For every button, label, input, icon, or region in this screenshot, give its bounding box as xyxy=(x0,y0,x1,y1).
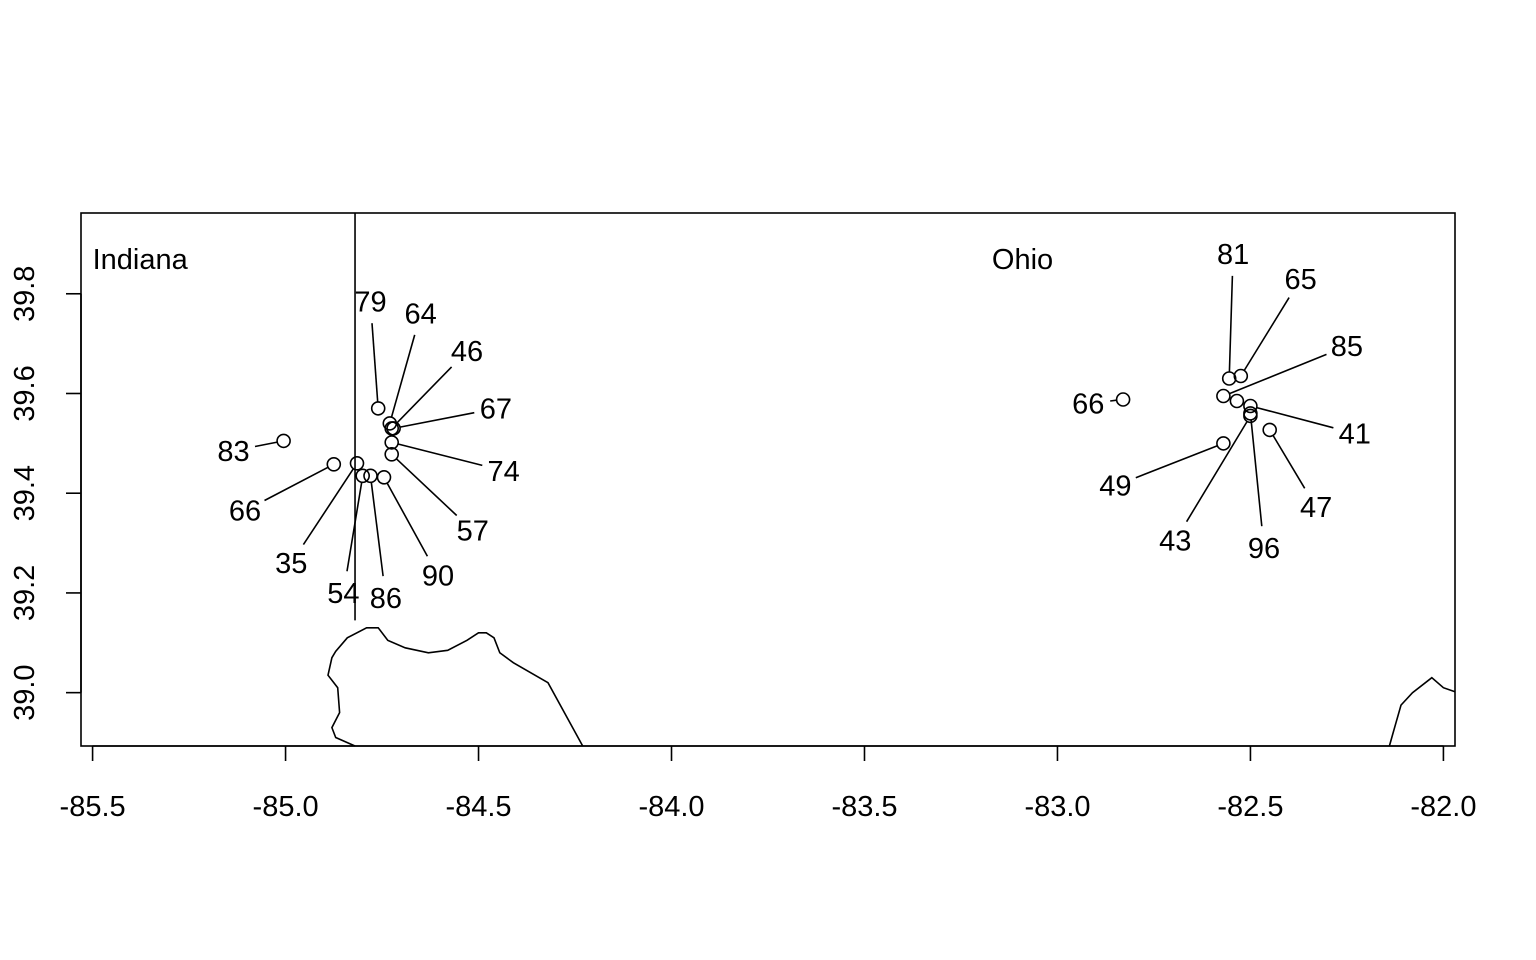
x-tick-label: -83.5 xyxy=(831,791,897,823)
leader-line xyxy=(1256,406,1334,429)
y-tick-label: 39.8 xyxy=(9,266,41,322)
x-tick-label: -82.5 xyxy=(1217,791,1283,823)
boundary-outline xyxy=(1388,676,1456,747)
x-tick-label: -85.5 xyxy=(60,791,126,823)
point-label: 66 xyxy=(229,496,261,528)
point-label: 49 xyxy=(1099,471,1131,503)
data-point xyxy=(384,446,400,462)
x-axis: -85.5 -85.0 -84.5 -84.0 -83.5 -83.0 -82.5 -82.0 xyxy=(60,745,1476,823)
data-point xyxy=(326,456,342,472)
x-tick-label: -85.0 xyxy=(253,791,319,823)
y-axis: 39.0 39.2 39.4 39.6 39.8 xyxy=(9,266,82,721)
data-point xyxy=(349,455,365,471)
leader-line xyxy=(346,482,363,572)
point-label: 74 xyxy=(487,456,519,488)
data-point xyxy=(1216,388,1231,404)
point-label: 46 xyxy=(451,336,483,368)
data-point xyxy=(355,468,371,484)
data-point xyxy=(1243,408,1258,424)
point-label: 83 xyxy=(217,436,249,468)
leader-line xyxy=(390,334,416,418)
data-point xyxy=(1262,422,1277,438)
point-label: 90 xyxy=(422,561,454,593)
data-point xyxy=(1115,392,1131,407)
data-point xyxy=(276,433,291,449)
leader-line xyxy=(399,411,475,428)
point-label: 81 xyxy=(1217,239,1249,271)
data-points xyxy=(276,368,1277,485)
x-tick-label: -84.5 xyxy=(445,791,511,823)
leader-line xyxy=(254,441,278,448)
data-point xyxy=(1229,393,1245,409)
data-point xyxy=(1221,371,1237,386)
data-point xyxy=(363,468,378,484)
leader-line xyxy=(1135,444,1218,479)
point-label: 79 xyxy=(354,286,386,318)
leader-line xyxy=(302,468,355,546)
point-label: 64 xyxy=(404,299,436,331)
point-label: 85 xyxy=(1331,331,1363,363)
region-label: Ohio xyxy=(992,244,1053,276)
data-point xyxy=(376,469,392,485)
leader-line xyxy=(1272,435,1306,489)
point-labels: 83 79 64 46 67 74 57 66 35 54 86 90 66 81 65 85 41 96 47 49… xyxy=(217,239,1370,615)
point-label: 41 xyxy=(1339,418,1371,450)
leader-line xyxy=(371,323,379,403)
point-label: 57 xyxy=(457,516,489,548)
data-point xyxy=(1233,368,1249,384)
point-label: 67 xyxy=(480,393,512,425)
leader-line xyxy=(1185,421,1248,523)
point-label: 47 xyxy=(1300,492,1332,524)
point-label: 86 xyxy=(370,583,402,615)
leader-line xyxy=(395,458,458,517)
leader-line xyxy=(386,482,429,557)
point-label: 43 xyxy=(1159,526,1191,558)
leader-line xyxy=(397,443,483,467)
leader-line xyxy=(1250,419,1263,527)
point-label: 54 xyxy=(327,578,359,610)
point-label: 66 xyxy=(1072,389,1104,421)
river-outline xyxy=(327,626,584,747)
data-point xyxy=(1243,398,1258,414)
leader-line xyxy=(1228,275,1234,373)
leader-line xyxy=(1243,297,1290,371)
y-tick-label: 39.2 xyxy=(9,565,41,621)
x-tick-label: -84.0 xyxy=(638,791,704,823)
data-point xyxy=(1216,436,1231,451)
point-label: 35 xyxy=(275,548,307,580)
point-label: 65 xyxy=(1284,264,1316,296)
data-point xyxy=(386,421,401,436)
leader-lines xyxy=(254,275,1334,577)
leader-line xyxy=(370,482,384,577)
plot-frame xyxy=(80,212,1456,747)
leader-line xyxy=(264,466,329,502)
region-label: Indiana xyxy=(93,244,189,276)
region-labels: Indiana Ohio xyxy=(93,244,1054,276)
x-tick-label: -83.0 xyxy=(1024,791,1090,823)
leader-line xyxy=(1110,399,1117,402)
leader-line xyxy=(395,366,453,425)
y-tick-label: 39.0 xyxy=(9,664,41,720)
map-lines xyxy=(327,213,1456,747)
y-tick-label: 39.6 xyxy=(9,365,41,421)
x-tick-label: -82.0 xyxy=(1410,791,1476,823)
data-point xyxy=(384,435,400,450)
data-point xyxy=(370,401,386,416)
point-label: 96 xyxy=(1248,533,1280,565)
y-tick-label: 39.4 xyxy=(9,465,41,521)
leader-line xyxy=(1229,353,1327,395)
